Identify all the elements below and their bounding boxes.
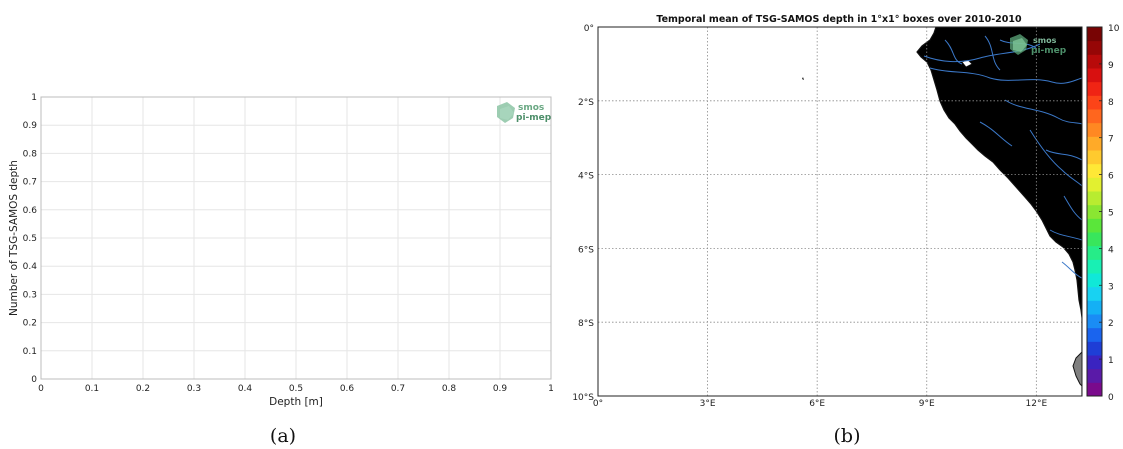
colorbar-segment [1087,355,1102,370]
colorbar-segment [1087,368,1102,383]
colorbar-segment [1087,300,1102,315]
panel-b-longitude-label: 9°E [919,399,935,409]
colorbar-tick-label: 2 [1108,319,1114,329]
panel-b-longitude-label: 6°E [809,399,825,409]
panel-a-logo-line1: smos [518,103,544,113]
panel-b-latitude-label: 6°S [578,245,594,255]
panel-b-longitude-label: 12°E [1026,399,1048,409]
panel-a-y-tick-label: 0.2 [23,319,37,329]
panel-b-latitude-label: 8°S [578,319,594,329]
panel-a-x-tick-label: 0.4 [238,384,253,394]
colorbar-segment [1087,273,1102,288]
panel-a-y-tick-label: 0.7 [23,178,37,188]
panel-b-latitude-label: 0° [584,24,594,34]
panel-b-latitude-label: 4°S [578,172,594,182]
colorbar-segment [1087,327,1102,342]
panel-a-y-tick-labels: 0 0.1 0.2 0.3 0.4 0.5 0.6 0.7 0.8 0.9 1 [23,93,38,385]
caption-b: (b) [834,425,861,447]
panel-a-y-tick-label: 0.6 [23,206,38,216]
panel-b-colorbar [1086,26,1103,397]
colorbar-segment [1087,341,1102,356]
colorbar-tick-label: 6 [1108,172,1114,182]
colorbar-segment [1087,40,1102,55]
panel-a-y-tick-label: 0.8 [23,149,38,159]
small-island [802,77,804,80]
colorbar-segment [1087,314,1102,329]
panel-b-latitude-label: 2°S [578,98,594,108]
panel-b-title: Temporal mean of TSG-SAMOS depth in 1°x1… [656,14,1022,25]
colorbar-segment [1087,191,1102,206]
panel-b-longitude-labels: 0° 3°E 6°E 9°E 12°E [593,399,1048,409]
panel-a-y-tick-label: 0.5 [23,234,37,244]
coast-fragment [1072,351,1082,387]
colorbar-tick-label: 5 [1108,209,1114,219]
colorbar-segment [1087,232,1102,247]
panel-a-x-tick-label: 0.2 [136,384,150,394]
colorbar-segment [1087,245,1102,260]
panel-a-plot-area [40,96,552,380]
panel-a-y-tick-label: 0.4 [23,262,38,272]
panel-a-smos-pimep-logo: smos pi-mep [497,102,552,123]
colorbar-tick-label: 1 [1108,356,1114,366]
panel-a-x-tick-label: 0 [38,384,44,394]
colorbar-segment [1087,204,1102,219]
panel-a-x-tick-label: 1 [548,384,554,394]
colorbar-tick-label: 9 [1108,61,1114,71]
colorbar-segment [1087,218,1102,233]
colorbar-segment [1087,27,1102,42]
panel-a-x-tick-label: 0.9 [493,384,508,394]
colorbar-tick-label: 4 [1108,245,1114,255]
colorbar-segment [1087,177,1102,192]
colorbar-segment [1087,68,1102,83]
colorbar-segment [1087,136,1102,151]
colorbar-tick-label: 10 [1108,24,1120,34]
colorbar-segment [1087,54,1102,69]
panel-b-latitude-label: 10°S [572,393,594,403]
caption-a: (a) [270,425,296,447]
colorbar-segment [1087,286,1102,301]
colorbar-segment [1087,163,1102,178]
panel-b-map: Temporal mean of TSG-SAMOS depth in 1°x1… [572,14,1119,409]
panel-a-x-tick-label: 0.5 [289,384,303,394]
panel-a-x-tick-label: 0.7 [391,384,405,394]
panel-a-y-tick-label: 0.3 [23,290,37,300]
colorbar-segment [1087,150,1102,165]
colorbar-tick-label: 7 [1108,135,1114,145]
colorbar-segment [1087,81,1102,96]
panel-a-x-tick-label: 0.8 [442,384,457,394]
panel-b-longitude-label: 3°E [700,399,716,409]
panel-b-latitude-labels: 0° 2°S 4°S 6°S 8°S 10°S [572,24,594,403]
panel-b-colorbar-tick-labels: 0 1 2 3 4 5 6 7 8 9 10 [1099,24,1120,403]
panel-a-y-tick-label: 0 [31,375,37,385]
colorbar-segment [1087,259,1102,274]
colorbar-segment [1087,109,1102,124]
africa-landmass [916,27,1082,396]
panel-a-x-axis-label: Depth [m] [269,396,323,408]
colorbar-tick-label: 8 [1108,98,1114,108]
panel-a-x-tick-label: 0.6 [340,384,355,394]
panel-a-gridlines [40,96,552,380]
panel-a-x-tick-labels: 0 0.1 0.2 0.3 0.4 0.5 0.6 0.7 0.8 0.9 1 [38,384,554,394]
panel-a-x-tick-label: 0.3 [187,384,201,394]
panel-a-y-tick-label: 0.9 [23,121,38,131]
panel-a-y-tick-label: 0.1 [23,347,37,357]
colorbar-segment [1087,95,1102,110]
panel-b-longitude-label: 0° [593,399,603,409]
panel-b-map-frame [597,26,1083,397]
colorbar-tick-label: 0 [1108,393,1114,403]
colorbar-tick-label: 3 [1108,282,1114,292]
panel-b-gridlines [598,27,1082,396]
panel-a-y-tick-label: 1 [31,93,37,103]
panel-b-map-content: smos pi-mep [598,27,1082,396]
panel-b-logo-line2: pi-mep [1031,46,1067,56]
colorbar-segment [1087,122,1102,137]
panel-b-logo-line1: smos [1033,36,1057,45]
panel-a-logo-line2: pi-mep [516,113,552,123]
panel-a-y-axis-label: Number of TSG-SAMOS depth [8,160,20,316]
panel-b-smos-pimep-logo: smos pi-mep [1010,34,1067,56]
panel-a-scatter-plot: 0 0.1 0.2 0.3 0.4 0.5 0.6 0.7 0.8 0.9 1 0 0.1 0.2 0.3… [8,93,554,408]
panel-a-x-tick-label: 0.1 [85,384,99,394]
colorbar-segment [1087,382,1102,397]
